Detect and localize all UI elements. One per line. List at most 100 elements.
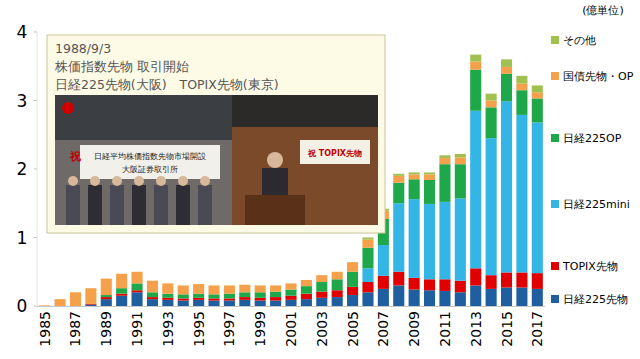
bar-segment [486,275,497,289]
x-tick-label: 1989 [98,311,114,347]
bar-segment [424,180,435,204]
bar-segment [409,179,420,199]
bar-segment [378,245,389,276]
bar-segment [455,164,466,198]
bar-segment [39,305,50,306]
bar-segment [208,298,219,300]
bar-segment [470,111,481,269]
bar-segment [424,172,435,174]
photo-board [232,95,378,127]
bar-segment [378,276,389,289]
bar-segment [255,285,266,286]
bar-segment [501,67,512,74]
photo-bg [232,95,378,225]
bar-segment [347,262,358,272]
bar-segment [409,290,420,306]
bar-segment [439,279,450,291]
bar-segment [208,294,219,298]
bar-segment [393,272,404,286]
bar-segment [162,283,173,293]
bar-segment [455,198,466,280]
bar-segment [532,85,543,92]
bar-segment [439,158,450,164]
bar-segment [409,172,420,174]
bar-segment [470,61,481,69]
annotation-box [47,35,385,233]
bar-segment [255,301,266,306]
bar-segment [532,98,543,122]
bar-segment [193,284,204,294]
legend-swatch [551,262,559,270]
legend-label: 日経225OP [563,132,622,145]
bar-segment [455,281,466,293]
bar-segment [270,301,281,306]
bar-segment [101,278,112,279]
bar-segment [147,292,158,297]
bar-segment [270,285,281,286]
bar-segment [424,174,435,179]
bar-segment [439,155,450,158]
bar-segment [193,298,204,300]
bar-segment [516,115,527,273]
bar-segment [285,290,296,296]
photo-figure-head [267,152,283,168]
bar-segment [486,107,497,138]
bar-segment [332,271,343,272]
bar-segment [501,101,512,272]
bar-segment [455,157,466,164]
bar-segment [255,285,266,292]
x-tick-label: 1985 [37,311,53,347]
legend-swatch [551,295,559,303]
legend-label: 国債先物・OP [563,70,634,83]
bar-segment [147,299,158,306]
bar-segment [285,283,296,284]
x-tick-label: 1997 [221,311,237,347]
bar-segment [116,296,127,306]
bar-segment [132,292,143,306]
bar-segment [85,288,96,304]
bar-segment [532,289,543,306]
bar-segment [178,298,189,300]
x-tick-label: 2011 [437,311,453,347]
y-tick-label: 0 [17,296,28,316]
bar-segment [85,288,96,289]
bar-segment [132,271,143,272]
bar-segment [239,292,250,297]
annotation-text: 株価指数先物 取引開始 [54,59,189,74]
bar-segment [39,306,50,307]
bar-segment [532,92,543,98]
bar-segment [532,273,543,289]
bar-segment [393,176,404,183]
photo-figure [66,185,80,225]
bar-segment [224,285,235,286]
bar-segment [55,299,66,306]
x-tick-label: 1995 [191,311,207,347]
bar-segment [285,300,296,306]
bar-segment [285,296,296,300]
photo-figure [132,185,146,225]
x-tick-label: 2001 [283,311,299,347]
photo-figure [110,185,124,225]
bar-segment [470,268,481,285]
photo-figure-head [90,176,100,186]
x-axis-line [37,306,545,307]
y-tick-label: 4 [17,22,28,42]
y-tick-label: 1 [17,228,28,248]
bar-segment [116,274,127,288]
bar-segment [116,294,127,296]
bar-segment [301,286,312,294]
bar-segment [178,285,189,286]
photo-figure [198,185,212,225]
bar-segment [224,301,235,306]
legend-swatch [551,72,559,80]
bar-segment [501,272,512,287]
bar-segment [486,94,497,101]
bar-segment [362,248,373,269]
photo-right: 祝 TOPIX先物 [232,95,378,225]
photo-banner [300,140,370,164]
bar-segment [132,272,143,284]
bar-segment [239,285,250,293]
bar-segment [424,290,435,306]
legend-label: 日経225先物 [563,293,628,306]
bar-segment [162,300,173,306]
